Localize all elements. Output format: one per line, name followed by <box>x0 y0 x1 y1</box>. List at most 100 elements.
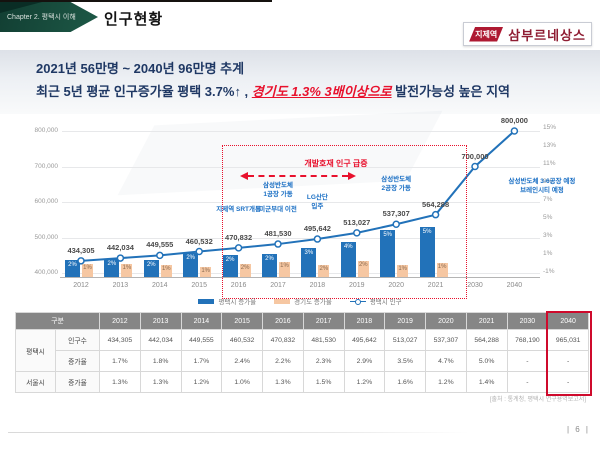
brand-badge: 지제역 삼부르네상스 <box>463 22 592 46</box>
table-cell: - <box>547 350 590 372</box>
growth-bar-pyeongtaek <box>65 260 80 277</box>
growth-bar-label: 1% <box>437 264 447 270</box>
table-cell: 513,027 <box>384 329 427 351</box>
page-number: | 6 | <box>566 425 590 434</box>
growth-bar-gyeonggi <box>200 267 212 277</box>
legend-item-label: 평택시 인구 <box>369 299 402 306</box>
growth-bar-pyeongtaek <box>301 248 317 277</box>
table-corner-header: 구분 <box>14 312 101 330</box>
table-cell: 2.3% <box>302 350 345 372</box>
legend-item: 평택시 인구 <box>349 296 402 306</box>
growth-bar-label: 2% <box>240 265 250 271</box>
highlight-arrow-line <box>248 175 348 177</box>
page-title: 인구현황 <box>104 11 164 28</box>
growth-bar-pyeongtaek <box>340 242 356 277</box>
highlight-region-box <box>222 145 467 299</box>
chart-gridline <box>62 166 540 168</box>
table-cell: 434,305 <box>99 329 141 351</box>
table-cell: 449,555 <box>180 329 223 351</box>
chart-gridline <box>62 131 540 132</box>
y2-axis-tick: 3% <box>543 232 553 239</box>
data-point-marker <box>313 235 322 243</box>
data-point-label: 460,532 <box>185 236 213 246</box>
table-cell: 2.2% <box>262 350 304 372</box>
table-cell: 442,034 <box>139 329 182 351</box>
table-year-header: 2030 <box>506 312 549 330</box>
data-point-marker <box>234 244 243 252</box>
chart-annotation: LG산단 입주 <box>306 194 328 210</box>
x-axis-label: 2040 <box>506 282 523 289</box>
data-point-marker <box>392 220 400 229</box>
growth-bar-label: 1% <box>83 265 92 271</box>
growth-bar-gyeonggi <box>397 265 409 277</box>
table-year-header: 2016 <box>262 312 304 330</box>
table-cell: 1.3% <box>139 371 182 393</box>
growth-bar-label: 5% <box>383 232 393 238</box>
data-point-marker <box>195 247 203 256</box>
data-point-marker <box>77 257 85 265</box>
legend-line-marker <box>354 298 361 305</box>
y2-axis-tick: 13% <box>543 142 557 149</box>
table-cell: 4.7% <box>425 350 467 372</box>
growth-bar-pyeongtaek <box>222 255 238 277</box>
growth-bar-gyeonggi <box>357 261 369 277</box>
highlight-region-label: 개발호재 인구 급증 <box>304 159 368 168</box>
x-axis-label: 2018 <box>309 282 326 289</box>
data-point-label: 800,000 <box>500 116 528 125</box>
legend-item: 평택시 증가율 <box>198 296 256 306</box>
growth-bar-label: 2% <box>146 262 156 268</box>
growth-bar-label: 2% <box>68 262 77 268</box>
subtitle-line2-prefix: 최근 5년 평균 인구증가율 평택 3.7%↑ , <box>36 84 252 99</box>
table-cell: 2.9% <box>343 350 386 372</box>
growth-bar-label: 1% <box>398 266 408 272</box>
y-axis-tick: 600,000 <box>34 198 59 205</box>
x-axis-label: 2014 <box>152 282 168 289</box>
growth-bar-label: 1% <box>201 268 211 274</box>
data-point-label: 495,642 <box>303 224 331 234</box>
data-point-marker <box>274 240 282 248</box>
x-axis-label: 2015 <box>191 282 207 289</box>
data-point-label: 470,832 <box>225 232 253 242</box>
table-year-header: 2040 <box>547 312 590 330</box>
table-cell: - <box>506 371 549 393</box>
subtitle-line1: 2021년 56만명 ~ 2040년 96만명 추계 <box>36 61 245 76</box>
x-axis-label: 2019 <box>349 282 365 289</box>
table-year-header: 2020 <box>425 312 467 330</box>
arrow-right-icon <box>348 172 356 180</box>
data-point-label: 537,307 <box>382 209 410 219</box>
data-point-marker <box>353 229 361 237</box>
chart-annotation: 지제역 SRT개통 <box>216 206 261 213</box>
x-axis-label: 2012 <box>73 282 89 289</box>
growth-bar-label: 2% <box>225 257 235 263</box>
y-axis-tick: 500,000 <box>34 233 59 241</box>
table-cell: 470,832 <box>262 329 304 351</box>
subtitle-line2: 최근 5년 평균 인구증가율 평택 3.7%↑ , 경기도 1.3% 3배이상으… <box>36 81 510 100</box>
growth-bar-label: 2% <box>186 255 196 261</box>
table-cell: - <box>506 350 549 372</box>
y-axis-tick: 400,000 <box>34 269 59 276</box>
table-year-header: 2018 <box>343 312 386 330</box>
table-year-header: 2014 <box>180 312 223 330</box>
table-cell: 537,307 <box>425 329 467 351</box>
table-year-header: 2019 <box>384 312 427 330</box>
table-cell: 1.8% <box>139 350 182 372</box>
y2-axis-tick: 7% <box>543 196 553 203</box>
population-table-wrap: 구분 2012 2013 2014 2015 2016 2017 2018 2019 2020 20… <box>14 312 590 393</box>
table-cell: 1.2% <box>343 371 386 393</box>
table-cell: 1.6% <box>384 371 427 393</box>
chart-annotation: 삼성반도체 2공장 가동 <box>381 176 412 192</box>
growth-bar-pyeongtaek <box>143 260 159 277</box>
y2-axis-tick: 9% <box>543 178 553 185</box>
table-cell: 564,288 <box>465 329 508 351</box>
growth-bar-pyeongtaek <box>262 254 277 277</box>
table-cell: - <box>547 371 590 393</box>
growth-bar-label: 5% <box>422 229 432 235</box>
growth-bar-gyeonggi <box>436 263 448 277</box>
population-table: 구분 2012 2013 2014 2015 2016 2017 2018 2019 2020 20… <box>14 312 590 393</box>
growth-bar-gyeonggi <box>82 264 93 277</box>
data-point-label: 513,027 <box>343 217 371 227</box>
growth-bar-gyeonggi <box>318 265 330 277</box>
table-cell: 1.7% <box>180 350 223 372</box>
table-year-header: 2017 <box>302 312 345 330</box>
growth-bar-label: 1% <box>280 263 289 269</box>
